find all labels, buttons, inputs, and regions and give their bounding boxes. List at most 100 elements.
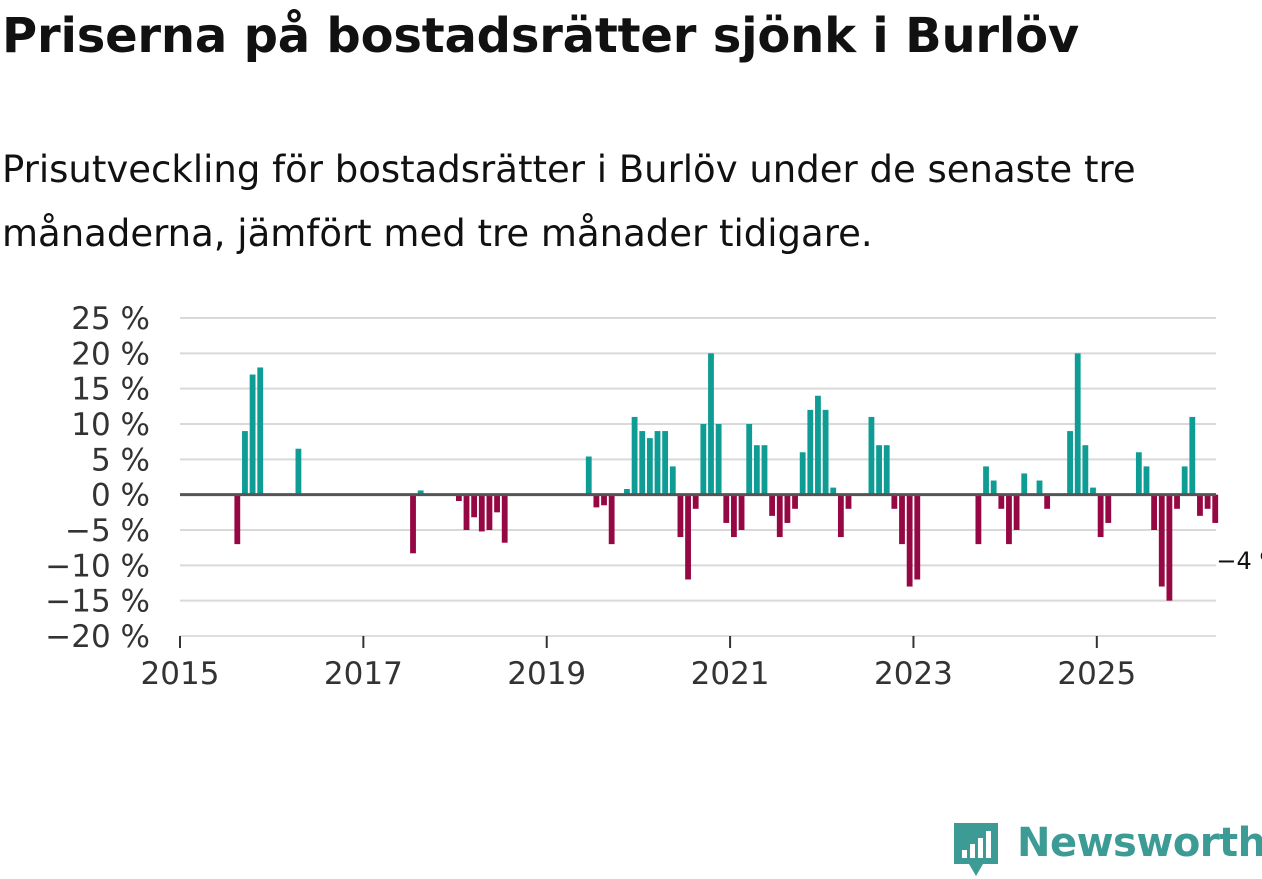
bar <box>639 431 646 495</box>
bar <box>593 494 600 508</box>
bar <box>1097 494 1104 538</box>
bar <box>1067 431 1073 495</box>
bar <box>1082 445 1089 495</box>
bar <box>906 494 913 587</box>
y-tick-label: 20 % <box>71 336 150 372</box>
bar <box>769 494 776 516</box>
bar <box>899 494 905 545</box>
y-tick-label: 5 % <box>91 442 150 478</box>
newsworthy-logo-icon <box>954 823 998 876</box>
bar-chart: 25 %20 %15 %10 %5 %0 %−5 %−10 %−15 %−20 … <box>45 301 1262 692</box>
bar <box>1013 494 1020 530</box>
bar <box>731 494 737 538</box>
bar <box>677 494 684 538</box>
y-tick-label: −5 % <box>65 513 150 549</box>
bar <box>646 438 653 495</box>
bar <box>868 416 875 495</box>
bar <box>776 494 783 538</box>
bar <box>471 494 478 518</box>
bar <box>1204 494 1211 509</box>
brand-name: Newsworthy <box>1017 820 1262 866</box>
bar <box>662 431 669 495</box>
bar <box>1105 494 1112 523</box>
x-tick-label: 2021 <box>691 656 770 692</box>
bar <box>486 494 493 530</box>
bar <box>257 367 264 495</box>
bar <box>708 353 714 495</box>
bar <box>1166 494 1173 601</box>
bar <box>1074 353 1081 495</box>
bar <box>723 494 730 523</box>
bar <box>417 490 424 495</box>
y-tick-label: 25 % <box>71 301 150 337</box>
chart-title: Priserna på bostadsrätter sjönk i Burlöv <box>2 8 1080 64</box>
bar <box>1021 473 1028 495</box>
bar <box>1197 494 1203 516</box>
bar <box>761 445 768 495</box>
y-tick-label: 10 % <box>71 407 150 443</box>
y-tick-label: 0 % <box>91 478 150 514</box>
bar <box>249 374 256 495</box>
bar <box>990 480 997 495</box>
bar <box>914 494 921 580</box>
bar <box>746 424 753 495</box>
bar <box>815 395 821 495</box>
bar <box>998 494 1005 509</box>
x-tick-label: 2023 <box>874 656 953 692</box>
bar <box>983 466 989 495</box>
x-axis-ticks: 2015 2017 2019 2021 2023 2025 <box>141 635 1216 692</box>
bar <box>1006 494 1012 545</box>
bar <box>830 487 837 495</box>
bar <box>601 494 607 506</box>
bar <box>669 466 676 495</box>
bar <box>1090 487 1096 495</box>
bars <box>234 353 1219 601</box>
bar <box>1212 494 1219 523</box>
gridlines <box>180 317 1216 637</box>
bar <box>876 445 882 495</box>
y-tick-label: −15 % <box>45 584 150 620</box>
bar <box>975 494 982 545</box>
bar <box>799 452 806 495</box>
bar <box>784 494 791 523</box>
bar <box>654 431 661 495</box>
bar <box>1174 494 1180 509</box>
bar <box>494 494 500 513</box>
bar <box>585 456 592 495</box>
bar <box>845 494 852 509</box>
bar <box>478 494 485 532</box>
bar <box>463 494 470 530</box>
bar <box>234 494 241 545</box>
bar <box>410 494 416 554</box>
brand-logo[interactable]: Newsworthy <box>951 820 1262 878</box>
bar <box>1143 466 1150 495</box>
y-tick-label: −10 % <box>45 548 150 584</box>
bar <box>1189 416 1196 495</box>
bar <box>891 494 898 509</box>
bar <box>883 445 890 495</box>
bar <box>501 494 508 543</box>
bar <box>455 494 462 502</box>
x-tick-label: 2017 <box>324 656 403 692</box>
bar <box>685 494 691 580</box>
bar <box>295 448 302 495</box>
bar <box>738 494 745 530</box>
bar <box>1036 480 1043 495</box>
bar <box>1158 494 1165 587</box>
bar <box>1044 494 1051 509</box>
bar <box>792 494 798 509</box>
x-tick-label: 2025 <box>1057 656 1136 692</box>
x-tick-label: 2019 <box>507 656 586 692</box>
bar <box>715 424 722 495</box>
y-axis-ticks: 25 %20 %15 %10 %5 %0 %−5 %−10 %−15 %−20 … <box>45 301 150 655</box>
x-tick-label: 2015 <box>141 656 220 692</box>
bar <box>837 494 844 538</box>
last-value-label: −4 % <box>1216 547 1262 575</box>
bar <box>1181 466 1188 495</box>
bar <box>624 489 630 495</box>
bar <box>753 445 760 495</box>
bar <box>807 409 814 495</box>
y-tick-label: −20 % <box>45 619 150 655</box>
bar <box>1151 494 1158 530</box>
bar <box>608 494 615 545</box>
